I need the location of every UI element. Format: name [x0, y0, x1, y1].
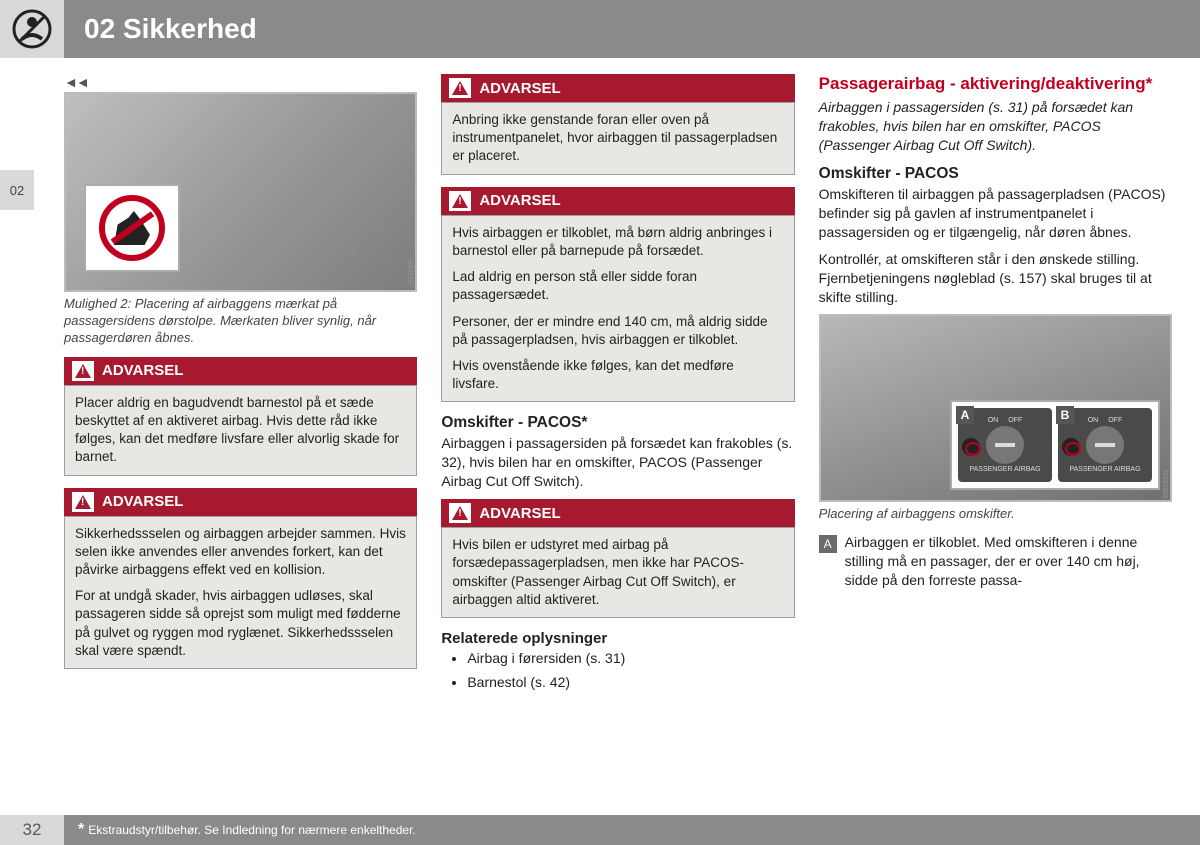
figure-caption-2: Placering af airbaggens omskifter. [819, 506, 1172, 523]
pacos-p1: Omskifteren til airbaggen på passagerpla… [819, 185, 1172, 242]
legend-badge-A: A [819, 535, 837, 553]
warning-body-2: Sikkerhedssselen og airbaggen arbejder s… [64, 516, 417, 670]
column-1: ◄◄ G031587 Mulighed 2: Placering af airb… [64, 74, 417, 805]
page-footer: 32 * Ekstraudstyr/tilbehør. Se Indlednin… [0, 815, 1200, 845]
related-list: Airbag i førersiden (s. 31) Barnestol (s… [467, 647, 794, 695]
chapter-header: 02 Sikkerhed [0, 0, 1200, 58]
image-code: G031587 [406, 259, 413, 288]
related-item: Airbag i førersiden (s. 31) [467, 647, 794, 671]
airbag-warning-sticker [84, 184, 180, 272]
warning-body-4: Hvis airbaggen er tilkoblet, må børn ald… [441, 215, 794, 403]
warning-header: ADVARSEL [441, 74, 794, 102]
image-code: G031583 [1161, 470, 1168, 499]
chapter-icon-box [0, 0, 64, 58]
warning-box-2: ADVARSEL Sikkerhedssselen og airbaggen a… [64, 488, 417, 670]
warning-box-1: ADVARSEL Placer aldrig en bagudvendt bar… [64, 357, 417, 476]
section-heading-red: Passagerairbag - aktivering/deaktivering… [819, 74, 1172, 94]
warning-box-4: ADVARSEL Hvis airbaggen er tilkoblet, må… [441, 187, 794, 403]
warning-header: ADVARSEL [64, 488, 417, 516]
prohibit-childseat-icon [99, 195, 165, 261]
column-3: Passagerairbag - aktivering/deaktivering… [819, 74, 1172, 805]
switch-A: A ONOFF PASSENGER AIRBAG [958, 408, 1052, 482]
warning-header: ADVARSEL [64, 357, 417, 385]
pacos-body: Airbaggen i passagersiden på forsædet ka… [441, 434, 794, 491]
switch-badge-A: A [956, 406, 974, 424]
asterisk-icon: * [78, 821, 84, 839]
warning-triangle-icon [449, 78, 471, 98]
subheading-pacos: Omskifter - PACOS* [441, 414, 794, 432]
warning-header: ADVARSEL [441, 187, 794, 215]
column-2: ADVARSEL Anbring ikke genstande foran el… [441, 74, 794, 805]
warning-box-3: ADVARSEL Anbring ikke genstande foran el… [441, 74, 794, 175]
seatbelt-icon [12, 9, 52, 49]
continuation-arrows: ◄◄ [64, 74, 417, 90]
switch-B: B ONOFF PASSENGER AIRBAG [1058, 408, 1152, 482]
related-item: Barnestol (s. 42) [467, 671, 794, 695]
figure-switch-location: A ONOFF PASSENGER AIRBAG B ONOFF PASSENG… [819, 314, 1172, 502]
page-content: ◄◄ G031587 Mulighed 2: Placering af airb… [64, 74, 1172, 805]
warning-triangle-icon [449, 191, 471, 211]
intro-text: Airbaggen i passagersiden (s. 31) på for… [819, 98, 1172, 155]
footer-note: * Ekstraudstyr/tilbehør. Se Indledning f… [64, 815, 1200, 845]
warning-box-5: ADVARSEL Hvis bilen er udstyret med airb… [441, 499, 794, 618]
switch-badge-B: B [1056, 406, 1074, 424]
page-number: 32 [0, 815, 64, 845]
pacos-p2: Kontrollér, at omskifteren står i den øn… [819, 250, 1172, 307]
legend-text-A: Airbaggen er tilkoblet. Med omskifteren … [845, 533, 1172, 590]
warning-label: ADVARSEL [479, 505, 560, 522]
figure-caption-1: Mulighed 2: Placering af airbaggens mærk… [64, 296, 417, 347]
warning-label: ADVARSEL [479, 80, 560, 97]
warning-body-3: Anbring ikke genstande foran eller oven … [441, 102, 794, 175]
warning-label: ADVARSEL [102, 362, 183, 379]
warning-label: ADVARSEL [102, 493, 183, 510]
warning-triangle-icon [449, 503, 471, 523]
related-heading: Relaterede oplysninger [441, 630, 794, 647]
legend-item-A: A Airbaggen er tilkoblet. Med omskiftere… [819, 533, 1172, 590]
warning-header: ADVARSEL [441, 499, 794, 527]
side-tab: 02 [0, 170, 34, 210]
warning-triangle-icon [72, 492, 94, 512]
switch-panel: A ONOFF PASSENGER AIRBAG B ONOFF PASSENG… [950, 400, 1160, 490]
warning-body-1: Placer aldrig en bagudvendt barnestol på… [64, 385, 417, 476]
chapter-title: 02 Sikkerhed [84, 13, 257, 45]
warning-label: ADVARSEL [479, 192, 560, 209]
warning-triangle-icon [72, 361, 94, 381]
figure-airbag-label: G031587 [64, 92, 417, 292]
warning-body-5: Hvis bilen er udstyret med airbag på for… [441, 527, 794, 618]
subheading-pacos-2: Omskifter - PACOS [819, 165, 1172, 183]
